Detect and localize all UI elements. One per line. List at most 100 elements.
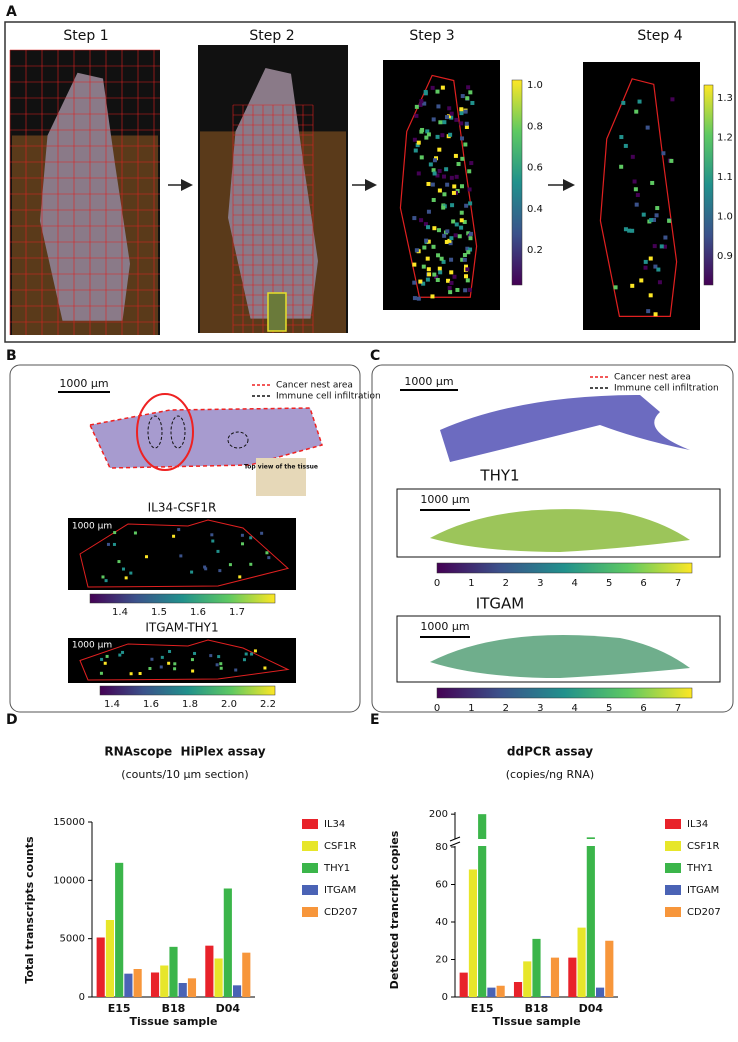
colorbar-tick-label: 1.2 [717, 133, 733, 144]
step-title: Step 2 [249, 28, 294, 44]
colorbar-tick-label: 6 [640, 578, 646, 589]
heatmap-cell [453, 153, 458, 158]
bar [187, 978, 197, 997]
heatmap-cell [465, 278, 470, 283]
colorbar-tick-label: 1.8 [182, 699, 198, 710]
heatmap-cell [219, 662, 223, 666]
x-axis-title: TIssue sample [492, 1015, 580, 1028]
heatmap-cell [463, 288, 468, 293]
heatmap-cell [452, 274, 457, 279]
heatmap-cell [655, 206, 660, 211]
heatmap-cell [630, 154, 635, 159]
panel-frame [371, 364, 734, 713]
colorbar-tick-label: 0 [434, 703, 440, 714]
heatmap-cell [446, 278, 451, 283]
heatmap-cell [179, 554, 183, 558]
map-title: IL34-CSF1R [148, 501, 217, 515]
colorbar-tick-label: 1.1 [717, 172, 733, 183]
selected-tile [267, 292, 287, 332]
heatmap-cell [447, 238, 452, 243]
heatmap-cell [645, 125, 650, 130]
heatmap-cell [448, 290, 453, 295]
heatmap-cell [450, 203, 455, 208]
heatmap-cell [434, 275, 439, 280]
heatmap-cell [662, 244, 667, 249]
heatmap-cell [633, 187, 638, 192]
heatmap-cell [412, 262, 417, 267]
colorbar-tick-label: 0.4 [527, 204, 543, 215]
colorbar-tick-label: 7 [675, 703, 681, 714]
bar [223, 888, 232, 997]
heatmap-cell [652, 244, 657, 249]
y-tick-label: 5000 [60, 934, 85, 945]
heatmap-cell [432, 226, 437, 231]
heatmap-cell [459, 107, 464, 112]
y-tick-label: 80 [435, 842, 448, 853]
chart-subtitle: (counts/10 µm section) [121, 768, 248, 781]
legend-swatch [665, 863, 681, 873]
heatmap-cell [106, 542, 110, 546]
heatmap-cell [444, 239, 449, 244]
heatmap-cell [265, 551, 269, 555]
heatmap-cell [468, 201, 473, 206]
heatmap-cell [117, 560, 121, 564]
colorbar-tick-label: 1 [468, 703, 474, 714]
heatmap-cell [426, 239, 431, 244]
heatmap-cell [449, 175, 454, 180]
heatmap-cell [249, 536, 253, 540]
heatmap-cell [426, 267, 431, 272]
heatmap-cell [159, 665, 163, 669]
heatmap-cell [100, 657, 104, 661]
heatmap-cell [442, 120, 447, 125]
scale-label: 1000 µm [420, 493, 469, 506]
heatmap-cell [105, 654, 109, 658]
infiltration [227, 431, 249, 449]
colorbar [89, 593, 276, 604]
scale-label: 1000 µm [72, 522, 112, 532]
heatmap-cell [466, 250, 471, 255]
break-mark [449, 841, 461, 847]
x-tick-label: B18 [525, 1002, 549, 1015]
heatmap-cell [103, 661, 107, 665]
heatmap-cell [455, 287, 460, 292]
heatmap-cell [437, 266, 442, 271]
step-title: Step 3 [409, 28, 454, 44]
legend-swatch [665, 819, 681, 829]
colorbar-tick-label: 2.0 [221, 699, 237, 710]
tissue-outline [79, 519, 290, 588]
heatmap-cell [414, 104, 419, 109]
legend-label: CSF1R [324, 841, 356, 852]
heatmap-cell [421, 281, 426, 286]
colorbar-tick-label: 0 [434, 578, 440, 589]
heatmap-cell [643, 259, 648, 264]
bar [205, 945, 214, 997]
heatmap-cell [263, 666, 267, 670]
colorbar [436, 687, 693, 699]
heatmap-cell [654, 213, 659, 218]
heatmap-cell [244, 652, 248, 656]
heatmap-cell [621, 100, 626, 105]
colorbar-tick-label: 1.3 [717, 93, 733, 104]
heatmap-cell [637, 99, 642, 104]
step-title: Step 1 [63, 28, 108, 44]
heatmap-cell [623, 143, 628, 148]
heatmap-cell [470, 100, 475, 105]
y-tick-label: 10000 [53, 875, 85, 886]
heatmap-cell [430, 85, 435, 90]
heatmap-cell [260, 531, 264, 535]
legend-swatch [302, 819, 318, 829]
heatmap-cell [234, 668, 238, 672]
bar [478, 814, 487, 997]
heatmap-cell [452, 184, 457, 189]
heatmap-cell [462, 253, 467, 258]
map-title: ITGAM-THY1 [145, 621, 218, 635]
heatmap-cell [454, 222, 459, 227]
heatmap-cell [253, 649, 257, 653]
heatmap-cell [627, 228, 632, 233]
heatmap-cell [442, 174, 447, 179]
tissue-image [88, 407, 323, 469]
inset-photo [256, 458, 306, 496]
heatmap-cell [412, 216, 417, 221]
heatmap-cell [634, 202, 639, 207]
heatmap-cell [203, 565, 207, 569]
